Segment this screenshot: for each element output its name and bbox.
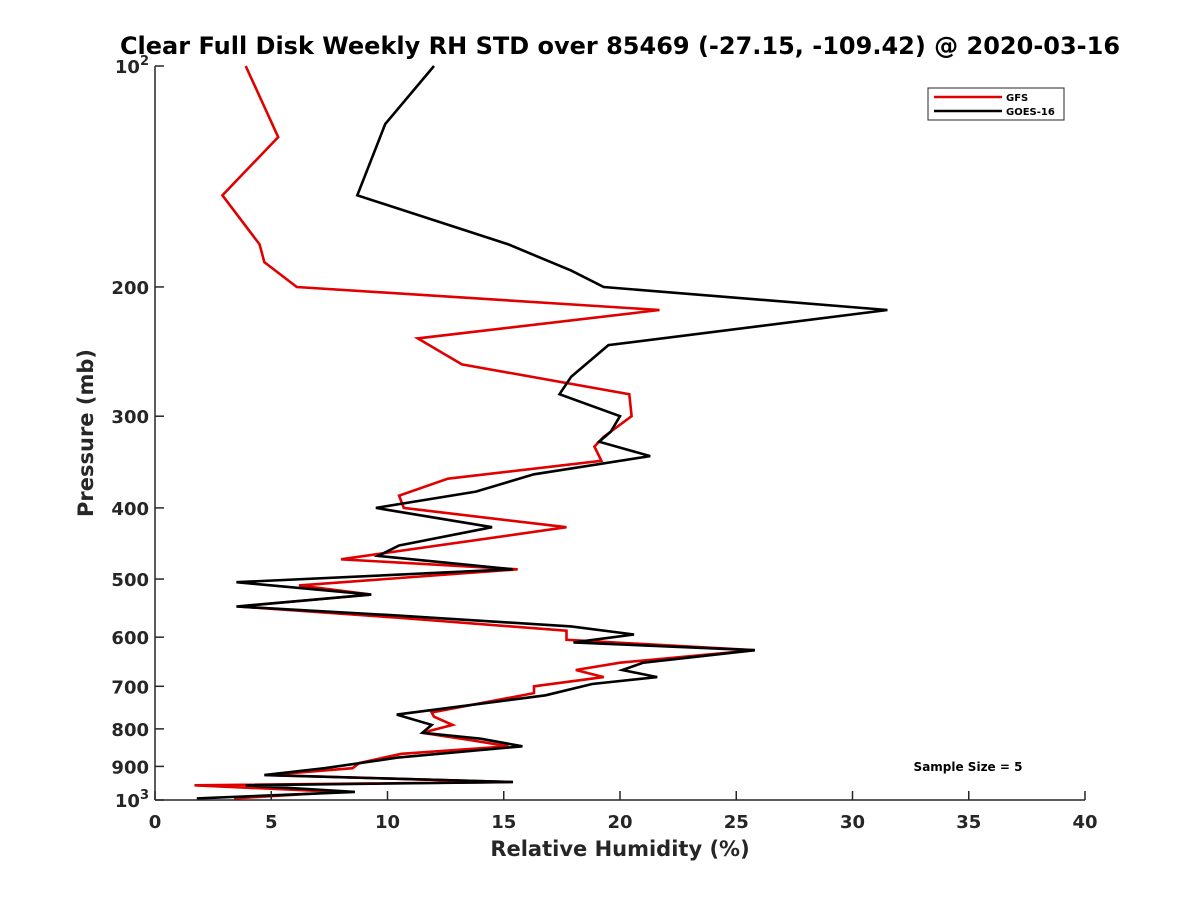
plot-lines [194,65,888,800]
y-tick-label: 300 [111,407,149,428]
legend-label-goes16: GOES-16 [1006,107,1055,118]
y-tick-label: 600 [111,628,149,649]
y-tick-label: 400 [111,499,149,520]
x-tick-label: 15 [491,812,516,833]
x-tick-label: 30 [840,812,865,833]
x-ticks: 0 5 10 15 20 25 30 35 40 [149,791,1098,833]
y-tick-label: 800 [111,720,149,741]
y-tick-label: 900 [111,757,149,778]
x-tick-label: 0 [149,812,162,833]
x-tick-label: 25 [724,812,749,833]
legend-label-gfs: GFS [1006,93,1028,104]
y-tick-label: 102 [115,54,149,78]
x-tick-label: 5 [265,812,278,833]
x-axis-label: Relative Humidity (%) [490,837,749,861]
y-axis-label: Pressure (mb) [74,349,98,517]
x-tick-label: 20 [607,812,632,833]
sample-size-annotation: Sample Size = 5 [914,760,1023,774]
series-line-goes16 [196,65,888,800]
x-tick-label: 10 [375,812,400,833]
y-tick-label: 103 [115,788,149,812]
legend-box [927,87,1065,121]
x-tick-label: 40 [1072,812,1097,833]
y-tick-label: 200 [111,278,149,299]
y-tick-label: 700 [111,677,149,698]
chart-title: Clear Full Disk Weekly RH STD over 85469… [120,32,1120,60]
y-tick-label: 500 [111,570,149,591]
x-tick-label: 35 [956,812,981,833]
legend: GFS GOES-16 [927,87,1065,121]
y-ticks: 102 200 300 400 500 600 700 800 900 103 [111,54,164,812]
